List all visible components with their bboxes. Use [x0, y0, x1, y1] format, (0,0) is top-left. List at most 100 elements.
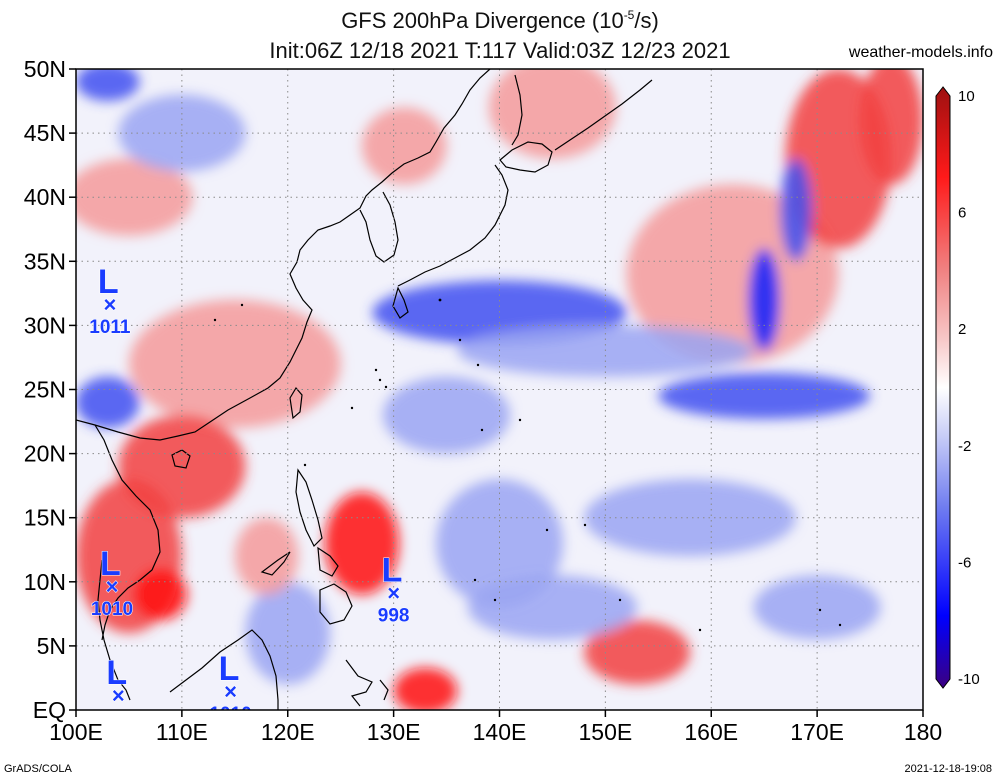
coastline-sakhalin — [511, 74, 523, 146]
coastline-kyushu — [392, 286, 409, 319]
divergence-patch — [584, 479, 796, 557]
low-pressure-label: 1011 — [89, 317, 131, 338]
lon-tick-label: 120E — [261, 719, 315, 745]
lon-tick-label: 170E — [790, 719, 844, 745]
divergence-patch — [753, 575, 881, 640]
coastline-sulawesi — [345, 659, 373, 707]
low-center-mark: × — [103, 292, 116, 317]
chart-subtitle: Init:06Z 12/18 2021 T:117 Valid:03Z 12/2… — [269, 38, 731, 63]
divergence-patch — [245, 581, 331, 685]
coastline-korea — [359, 191, 399, 263]
divergence-field — [76, 69, 923, 710]
title-exponent: -5 — [623, 8, 635, 22]
divergence-patch — [748, 248, 781, 352]
lat-tick-label: 30N — [24, 312, 66, 338]
islands — [213, 298, 842, 632]
low-letter: L — [100, 545, 121, 583]
coastline-palawan — [260, 551, 291, 576]
low-marker: L×1010 — [90, 544, 133, 620]
low-pressure-label: 1010 — [209, 704, 251, 725]
divergence-patch — [76, 158, 193, 236]
site-credit: weather-models.info — [848, 44, 993, 61]
coastline-borneo — [169, 629, 279, 710]
lat-tick-label: 35N — [24, 248, 66, 274]
lon-tick-label: 130E — [367, 719, 421, 745]
divergence-patch — [383, 376, 511, 454]
coastline-mindanao — [319, 583, 353, 625]
divergence-patch — [584, 620, 691, 685]
low-marker: L×1010 — [209, 650, 252, 725]
low-pressure-label: 1011 — [98, 708, 140, 729]
colorbar-label: 2 — [958, 321, 966, 338]
divergence-patch — [488, 69, 616, 159]
lat-tick-label: EQ — [33, 697, 66, 723]
coastline-asia-mainland — [76, 69, 491, 441]
divergence-patch — [658, 372, 871, 419]
coastline-hainan — [171, 449, 191, 469]
colorbar-label: -6 — [958, 554, 971, 571]
lat-tick-label: 40N — [24, 184, 66, 210]
low-letter: L — [382, 551, 403, 589]
low-marker: L×1011 — [97, 653, 140, 729]
divergence-patch — [134, 568, 188, 621]
divergence-patch — [780, 158, 812, 262]
divergence-patch — [234, 517, 299, 595]
lon-tick-label: 150E — [579, 719, 633, 745]
low-pressure-label: 1010 — [91, 599, 133, 620]
coastlines — [76, 69, 653, 710]
lat-tick-label: 10N — [24, 569, 66, 595]
low-marker: L×998 — [377, 551, 410, 627]
coastline-indochina — [94, 424, 161, 641]
title-prefix: GFS 200hPa Divergence (10 — [341, 8, 624, 33]
lon-tick-label: 140E — [473, 719, 527, 745]
lon-tick-label: 180 — [904, 719, 942, 745]
coastline-visayas — [317, 546, 339, 577]
low-center-mark: × — [112, 683, 125, 708]
lon-tick-label: 160E — [684, 719, 738, 745]
coastline-kuril — [554, 79, 653, 151]
colorbar-label: 10 — [958, 88, 975, 105]
title-suffix: /s) — [634, 8, 659, 33]
low-pressure-label: 998 — [378, 605, 410, 626]
lat-tick-label: 50N — [24, 56, 66, 82]
lat-tick-label: 45N — [24, 120, 66, 146]
divergence-patch — [859, 69, 923, 185]
colorbar-gradient — [935, 86, 951, 689]
coastline-japan-hokkaido — [499, 141, 553, 173]
low-center-mark: × — [106, 574, 119, 599]
coastline-halmahera — [379, 679, 389, 701]
low-center-mark: × — [224, 679, 237, 704]
lon-tick-label: 110E — [156, 719, 208, 745]
lat-tick-label: 25N — [24, 377, 66, 403]
divergence-patch — [361, 107, 447, 185]
low-marker: L×1011 — [89, 262, 132, 338]
divergence-patch — [393, 667, 458, 710]
low-letter: L — [106, 654, 127, 692]
lon-tick-label: 100E — [49, 719, 103, 745]
divergence-patch — [324, 492, 399, 595]
gridlines — [76, 69, 923, 710]
low-letter: L — [98, 263, 119, 301]
lat-tick-label: 5N — [37, 633, 66, 659]
divergence-patch — [76, 376, 140, 428]
divergence-patch — [467, 575, 638, 640]
divergence-patch — [128, 299, 341, 428]
colorbar-label: -10 — [958, 671, 980, 688]
low-center-mark: × — [387, 580, 400, 605]
coastline-malay-peninsula — [97, 559, 131, 701]
colorbar-label: -2 — [958, 438, 971, 455]
colorbar-label: 6 — [958, 205, 966, 222]
divergence-patch — [457, 325, 754, 377]
lat-tick-label: 15N — [24, 505, 66, 531]
low-letter: L — [219, 650, 240, 688]
divergence-patch — [76, 69, 140, 102]
coastline-japan-honshu — [397, 164, 509, 287]
footer-credit: GrADS/COLA — [4, 763, 72, 775]
coastline-taiwan — [289, 386, 303, 420]
footer-timestamp: 2021-12-18-19:08 — [904, 763, 992, 775]
coastline-luzon — [295, 468, 323, 548]
chart-title: GFS 200hPa Divergence (10-5/s) — [0, 8, 1000, 34]
